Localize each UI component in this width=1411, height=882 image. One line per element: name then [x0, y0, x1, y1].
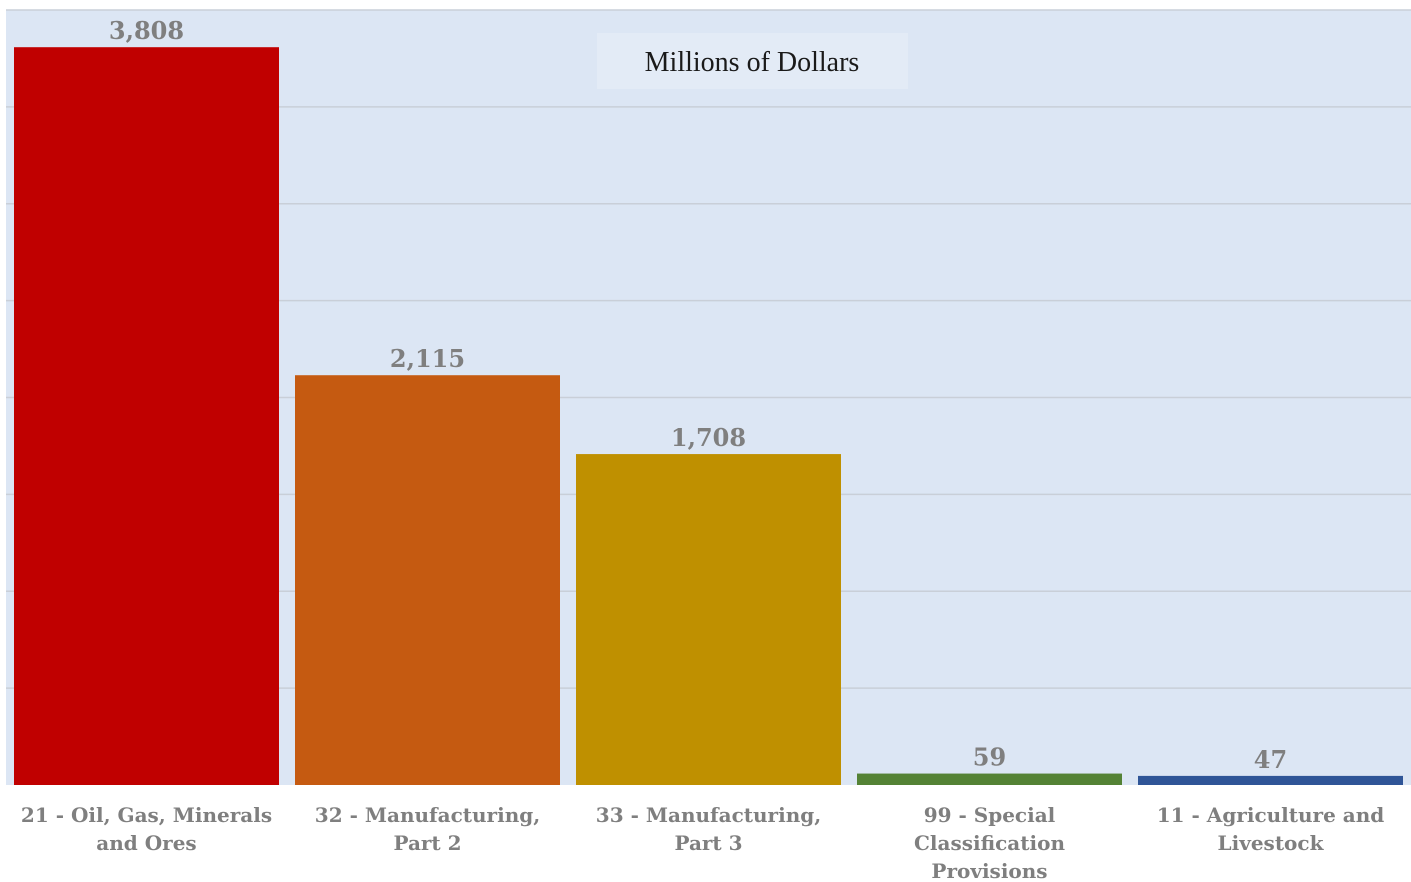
- unit-label-background: [597, 33, 908, 89]
- bar: [1138, 775, 1403, 785]
- category-label-line: Part 2: [393, 831, 461, 855]
- category-label-line: 32 - Manufacturing,: [315, 803, 540, 827]
- bar: [857, 773, 1122, 785]
- unit-label: Millions of Dollars: [645, 47, 860, 78]
- bar: [576, 454, 841, 785]
- category-label: 33 - Manufacturing, Part 3: [596, 803, 821, 855]
- bar-value-label: 3,808: [109, 16, 184, 45]
- category-label-line: Classification: [914, 831, 1065, 855]
- value-labels: 3,808 2,115 1,708 59 47: [109, 16, 1287, 774]
- category-label: 21 - Oil, Gas, Minerals and Ores: [21, 803, 272, 855]
- category-labels: 21 - Oil, Gas, Minerals and Ores 32 - Manu…: [21, 803, 1384, 882]
- unit-label-box: Millions of Dollars: [597, 33, 908, 89]
- bar-value-label: 59: [973, 743, 1006, 772]
- category-label-line: 21 - Oil, Gas, Minerals: [21, 803, 272, 827]
- bar: [295, 375, 560, 785]
- category-label-line: 33 - Manufacturing,: [596, 803, 821, 827]
- category-label-line: Part 3: [674, 831, 742, 855]
- category-label: 99 - Special Classification Provisions: [914, 803, 1065, 882]
- bar-value-label: 2,115: [390, 344, 465, 373]
- bar: [14, 47, 279, 785]
- category-label-line: Provisions: [931, 859, 1047, 882]
- category-label-line: Livestock: [1218, 831, 1325, 855]
- category-label-line: and Ores: [96, 831, 196, 855]
- bar-value-label: 47: [1254, 745, 1287, 774]
- bar-value-label: 1,708: [671, 423, 746, 452]
- bars: [14, 47, 1403, 785]
- category-label-line: 99 - Special: [924, 803, 1056, 827]
- category-label: 32 - Manufacturing, Part 2: [315, 803, 540, 855]
- category-label: 11 - Agriculture and Livestock: [1157, 803, 1385, 855]
- category-label-line: 11 - Agriculture and: [1157, 803, 1385, 827]
